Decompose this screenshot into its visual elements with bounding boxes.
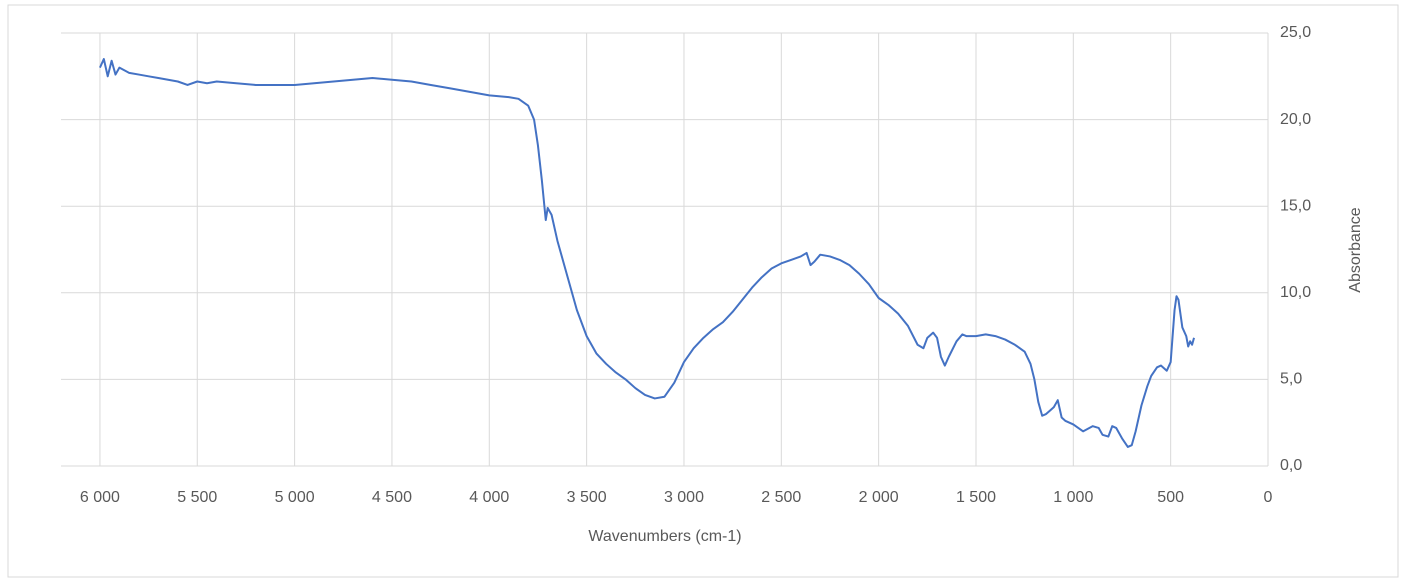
x-tick-label: 2 500 <box>761 489 801 506</box>
y-tick-label: 20,0 <box>1280 111 1311 128</box>
y-tick-label: 0,0 <box>1280 457 1302 474</box>
x-tick-label: 5 500 <box>177 489 217 506</box>
x-tick-label: 3 000 <box>664 489 704 506</box>
x-tick-label: 1 500 <box>956 489 996 506</box>
y-axis-label: Absorbance <box>1347 207 1364 292</box>
x-tick-label: 5 000 <box>275 489 315 506</box>
x-axis-label: Wavenumbers (cm-1) <box>588 528 741 545</box>
x-tick-label: 4 500 <box>372 489 412 506</box>
x-tick-label: 0 <box>1264 489 1273 506</box>
x-tick-label: 4 000 <box>469 489 509 506</box>
y-tick-label: 10,0 <box>1280 284 1311 301</box>
x-tick-label: 6 000 <box>80 489 120 506</box>
x-tick-label: 500 <box>1157 489 1184 506</box>
x-tick-label: 3 500 <box>567 489 607 506</box>
x-tick-label: 2 000 <box>859 489 899 506</box>
series-line <box>99 57 1195 448</box>
y-tick-label: 15,0 <box>1280 197 1311 214</box>
x-tick-label: 1 000 <box>1053 489 1093 506</box>
y-tick-label: 25,0 <box>1280 24 1311 41</box>
chart-border <box>7 4 1399 578</box>
y-tick-label: 5,0 <box>1280 371 1302 388</box>
